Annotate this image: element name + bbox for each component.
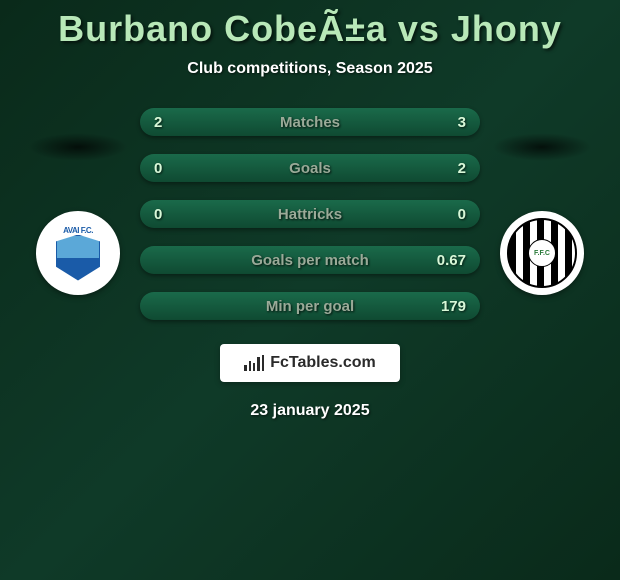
figueirense-logo-icon: F.F.C — [507, 218, 577, 288]
stat-label: Min per goal — [266, 298, 354, 315]
stat-right-value: 0 — [426, 206, 466, 223]
stat-right-value: 2 — [426, 160, 466, 177]
player-shadow-left — [28, 133, 128, 161]
date-text: 23 january 2025 — [250, 402, 369, 420]
player-shadow-right — [492, 133, 592, 161]
stat-label: Matches — [280, 114, 340, 131]
stat-row-hattricks: 0 Hattricks 0 — [140, 200, 480, 228]
club-logo-left: AVAI F.C. — [36, 211, 120, 295]
left-column: AVAI F.C. — [28, 133, 128, 295]
brand-text: FcTables.com — [270, 354, 376, 372]
stat-label: Goals — [289, 160, 331, 177]
stat-left-value: 0 — [154, 160, 194, 177]
stat-right-value: 179 — [426, 298, 466, 315]
chart-icon — [244, 355, 264, 371]
infographic-container: Burbano CobeÃ±a vs Jhony Club competitio… — [0, 0, 620, 580]
club-logo-right: F.F.C — [500, 211, 584, 295]
stat-left-value: 2 — [154, 114, 194, 131]
stat-row-matches: 2 Matches 3 — [140, 108, 480, 136]
stat-label: Goals per match — [251, 252, 369, 269]
stat-right-value: 0.67 — [426, 252, 466, 269]
stat-row-goals-per-match: Goals per match 0.67 — [140, 246, 480, 274]
stat-right-value: 3 — [426, 114, 466, 131]
brand-badge: FcTables.com — [220, 344, 400, 382]
page-title: Burbano CobeÃ±a vs Jhony — [58, 8, 562, 50]
club-name-right: F.F.C — [528, 239, 556, 267]
stat-row-goals: 0 Goals 2 — [140, 154, 480, 182]
stat-label: Hattricks — [278, 206, 342, 223]
stat-row-min-per-goal: Min per goal 179 — [140, 292, 480, 320]
main-content: AVAI F.C. 2 Matches 3 0 Goals 2 0 Hattri… — [0, 108, 620, 320]
stats-column: 2 Matches 3 0 Goals 2 0 Hattricks 0 Goal… — [140, 108, 480, 320]
subtitle: Club competitions, Season 2025 — [187, 60, 432, 78]
right-column: F.F.C — [492, 133, 592, 295]
club-name-left: AVAI F.C. — [63, 226, 93, 235]
stat-left-value: 0 — [154, 206, 194, 223]
avai-logo-icon: AVAI F.C. — [50, 221, 106, 285]
